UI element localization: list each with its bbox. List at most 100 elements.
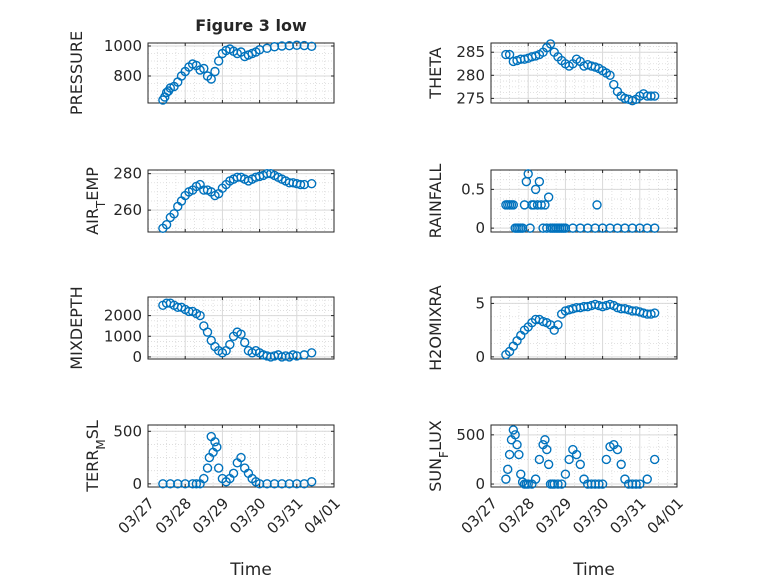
data-point — [288, 350, 298, 360]
data-point — [213, 56, 224, 66]
data-point — [631, 479, 641, 489]
y-tick-label: 260 — [113, 201, 142, 219]
data-point — [191, 479, 202, 489]
y-axis-label: AIRTEMP — [83, 167, 108, 235]
y-tick-label: 5 — [475, 294, 485, 312]
data-point — [556, 479, 567, 489]
y-tick-label: 0 — [475, 348, 485, 366]
x-tick-label: 03/30 — [226, 494, 269, 537]
y-tick-label: 275 — [456, 89, 485, 107]
data-point — [240, 337, 250, 348]
data-point — [514, 449, 524, 460]
y-tick-label: 280 — [456, 66, 485, 84]
data-point — [295, 179, 306, 190]
panel-theta: 275 280 285 THETA — [426, 39, 678, 107]
y-axis-label: H2OMIXRA — [426, 285, 445, 371]
panel-h2omixra: 0 5 H2OMIXRA — [426, 285, 678, 371]
data-point — [649, 454, 660, 465]
data-point — [538, 316, 548, 327]
data-point — [635, 479, 645, 489]
x-tick-label: 03/29 — [532, 494, 575, 537]
x-tick-label: 03/27 — [115, 494, 158, 537]
data-point — [534, 176, 545, 187]
data-point — [534, 454, 545, 465]
axes-box — [490, 169, 678, 233]
y-axis-label-main: THETA — [426, 47, 445, 99]
y-tick-label: 1000 — [104, 37, 142, 55]
data-point — [206, 74, 216, 84]
data-point — [575, 459, 585, 470]
y-tick-label: 0 — [132, 475, 142, 493]
data-point — [228, 468, 239, 479]
y-axis-label: PRESSURE — [67, 31, 86, 115]
y-tick-label: 500 — [113, 422, 142, 440]
data-point — [225, 339, 235, 350]
data-point — [605, 299, 615, 310]
data-point — [503, 464, 513, 474]
data-point — [609, 79, 619, 90]
y-tick-label: 0 — [475, 475, 485, 493]
axes-box — [490, 424, 678, 488]
y-axis-label-main: H2OMIXRA — [426, 285, 445, 371]
x-tick-label: 03/28 — [152, 494, 195, 537]
y-axis-label-main: SUN — [426, 458, 445, 492]
panel-terr: 0 500 TERRMSL 03/2703/2803/2903/3003/3104/0… — [83, 420, 344, 537]
data-point — [542, 444, 552, 455]
axes-box — [147, 296, 335, 360]
data-point — [504, 449, 515, 460]
data-point — [540, 435, 550, 445]
data-point — [306, 178, 317, 189]
data-point — [594, 479, 604, 489]
x-tick-label: 04/01 — [644, 494, 687, 537]
x-axis-label-left: Time — [229, 560, 272, 580]
data-point — [213, 463, 224, 473]
data-point — [543, 459, 554, 470]
data-point — [306, 348, 317, 358]
data-point — [530, 184, 541, 195]
axes-box — [490, 42, 678, 104]
data-point — [540, 200, 550, 210]
data-point — [649, 91, 660, 101]
panel-air: 260 280 AIRTEMP — [83, 165, 335, 235]
y-tick-label: 280 — [113, 165, 142, 183]
x-tick-label: 03/30 — [569, 494, 612, 537]
x-tick-label: 03/29 — [189, 494, 232, 537]
x-tick-label: 03/28 — [495, 494, 538, 537]
y-axis-label: TERRMSL — [83, 420, 108, 493]
y-axis-label-subscript: T — [94, 200, 108, 209]
data-point — [199, 63, 209, 74]
x-tick-label: 03/27 — [458, 494, 501, 537]
data-point — [605, 70, 615, 81]
data-point — [649, 223, 660, 233]
data-point — [202, 463, 213, 473]
data-point — [508, 425, 519, 435]
data-point — [646, 309, 656, 319]
data-point — [525, 223, 535, 233]
panel-sun: 0 500 SUNFLUX 03/2703/2803/2903/3003/3104/0… — [426, 420, 687, 537]
data-point — [571, 449, 582, 460]
data-point — [501, 474, 511, 484]
y-axis-label-main: PRESSURE — [67, 31, 86, 115]
x-tick-label: 03/31 — [263, 494, 306, 537]
data-point — [536, 200, 546, 210]
data-point — [512, 439, 522, 450]
x-axis-label-right: Time — [572, 560, 615, 580]
data-point — [169, 209, 179, 219]
data-point — [553, 320, 563, 330]
y-axis-label: THETA — [426, 47, 445, 99]
y-axis-label-tail: SL — [83, 420, 102, 439]
data-point — [161, 220, 172, 230]
y-axis-label-main: AIR — [83, 208, 102, 235]
axes-box — [147, 169, 335, 233]
axes-box — [490, 296, 678, 360]
data-point — [202, 327, 213, 337]
x-tick-label: 04/01 — [301, 494, 344, 537]
panel-mixdepth: 0 1000 2000 MIXDEPTH — [67, 286, 335, 370]
data-point — [210, 66, 220, 77]
y-tick-label: 0.5 — [461, 180, 485, 198]
y-tick-label: 500 — [456, 426, 485, 444]
data-point — [601, 454, 612, 465]
data-point — [530, 474, 541, 484]
data-point — [199, 473, 209, 484]
